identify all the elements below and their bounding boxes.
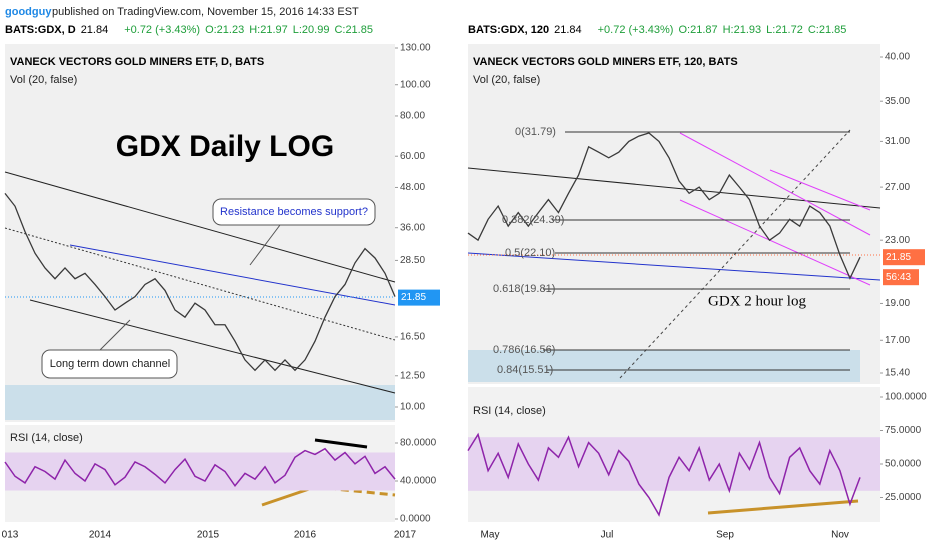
rsi-band bbox=[5, 452, 395, 491]
y-tick-label: 27.00 bbox=[885, 182, 910, 193]
legend-symbol: BATS:GDX, 120 bbox=[468, 24, 549, 36]
volume-area bbox=[5, 385, 395, 420]
pane-title: VANECK VECTORS GOLD MINERS ETF, 120, BAT… bbox=[473, 56, 738, 68]
callout-line bbox=[99, 319, 131, 351]
fib-label: 0.618(19.81) bbox=[493, 283, 555, 295]
y-tick-label: 100.00 bbox=[400, 79, 431, 90]
legend-high: H:21.93 bbox=[723, 24, 762, 36]
y-tick-label: 10.00 bbox=[400, 402, 425, 413]
legend-change: +0.72 (+3.43%) bbox=[124, 24, 200, 36]
rsi-tick-label: 100.0000 bbox=[885, 392, 927, 403]
channel bbox=[769, 169, 871, 211]
fib-label: 0.84(15.51) bbox=[497, 364, 553, 376]
y-tick-label: 80.00 bbox=[400, 111, 425, 122]
y-tick-label: 23.00 bbox=[885, 235, 910, 246]
rsi-support bbox=[707, 499, 859, 515]
fib-label: 0.382(24.39) bbox=[502, 214, 564, 226]
channel-top bbox=[4, 171, 396, 283]
legend-open: O:21.23 bbox=[205, 24, 244, 36]
x-tick-label: 2016 bbox=[294, 530, 317, 541]
publish-note: published on TradingView.com, November 1… bbox=[52, 6, 359, 18]
x-tick-label: 2014 bbox=[89, 530, 112, 541]
x-tick-label: Nov bbox=[831, 530, 849, 541]
price-line bbox=[4, 193, 396, 372]
legend-change: +0.72 (+3.43%) bbox=[598, 24, 674, 36]
legend-close: C:21.85 bbox=[334, 24, 373, 36]
volume-label: Vol (20, false) bbox=[473, 74, 540, 86]
legend-low: L:20.99 bbox=[293, 24, 330, 36]
channel bbox=[679, 132, 871, 236]
author[interactable]: goodguy bbox=[5, 6, 52, 18]
rsi-tick-label: 80.0000 bbox=[400, 438, 437, 449]
rsi-tick-label: 50.0000 bbox=[885, 459, 922, 470]
last-price-label: 21.85 bbox=[401, 292, 426, 303]
rsi-line bbox=[4, 447, 396, 487]
countdown-box bbox=[883, 269, 919, 286]
y-tick-label: 31.00 bbox=[885, 136, 910, 147]
y-tick-label: 48.00 bbox=[400, 182, 425, 193]
last-price-box bbox=[398, 289, 440, 306]
legend-open: O:21.87 bbox=[678, 24, 717, 36]
rsi-title: RSI (14, close) bbox=[473, 405, 546, 417]
trend-line bbox=[467, 167, 881, 209]
x-tick-label: 013 bbox=[2, 530, 19, 541]
last-price-label: 21.85 bbox=[886, 252, 911, 263]
resistance-line bbox=[69, 244, 396, 306]
countdown: 56:43 bbox=[886, 272, 911, 283]
diagonal bbox=[619, 129, 851, 379]
rsi-tick-label: 75.0000 bbox=[885, 425, 922, 436]
annotation: Resistance becomes support? bbox=[220, 206, 368, 218]
y-tick-label: 130.00 bbox=[400, 43, 431, 54]
volume-label: Vol (20, false) bbox=[10, 74, 77, 86]
legend-low: L:21.72 bbox=[766, 24, 803, 36]
left-axis bbox=[395, 44, 465, 522]
y-tick-label: 36.00 bbox=[400, 222, 425, 233]
annotation: GDX 2 hour log bbox=[708, 293, 806, 309]
y-tick-label: 15.40 bbox=[885, 368, 910, 379]
y-tick-label: 28.50 bbox=[400, 255, 425, 266]
fib-label: 0.786(16.56) bbox=[493, 344, 555, 356]
channel-bottom bbox=[29, 299, 396, 394]
rsi-tick-label: 0.0000 bbox=[400, 514, 431, 525]
rsi-tick-label: 40.0000 bbox=[400, 476, 437, 487]
rsi-divergence bbox=[314, 438, 368, 449]
rsi-title: RSI (14, close) bbox=[10, 432, 83, 444]
legend-last: 21.84 bbox=[554, 24, 582, 36]
price-line bbox=[467, 132, 861, 280]
callout-line bbox=[249, 224, 281, 266]
rsi-tick-label: 25.0000 bbox=[885, 492, 922, 503]
rsi-band bbox=[468, 437, 880, 491]
legend-symbol: BATS:GDX, D bbox=[5, 24, 76, 36]
annotation: GDX Daily LOG bbox=[116, 130, 334, 163]
volume-area bbox=[468, 350, 860, 382]
x-tick-label: Jul bbox=[601, 530, 614, 541]
legend-close: C:21.85 bbox=[808, 24, 847, 36]
y-tick-label: 17.00 bbox=[885, 335, 910, 346]
y-tick-label: 35.00 bbox=[885, 96, 910, 107]
callout-box bbox=[212, 198, 376, 226]
x-tick-label: May bbox=[481, 530, 500, 541]
y-tick-label: 16.50 bbox=[400, 332, 425, 343]
x-tick-label: 2017 bbox=[394, 530, 417, 541]
callout-box bbox=[41, 349, 178, 379]
x-tick-label: Sep bbox=[716, 530, 734, 541]
legend-last: 21.84 bbox=[81, 24, 109, 36]
y-tick-label: 40.00 bbox=[885, 52, 910, 63]
pane-title: VANECK VECTORS GOLD MINERS ETF, D, BATS bbox=[10, 56, 264, 68]
annotation: Long term down channel bbox=[50, 358, 170, 370]
last-price-box bbox=[883, 249, 925, 266]
channel bbox=[679, 199, 871, 286]
fib-label: 0.5(22.10) bbox=[505, 247, 555, 259]
y-tick-label: 19.00 bbox=[885, 298, 910, 309]
y-tick-label: 60.00 bbox=[400, 151, 425, 162]
y-tick-label: 12.50 bbox=[400, 370, 425, 381]
legend-high: H:21.97 bbox=[249, 24, 288, 36]
fib-label: 0(31.79) bbox=[515, 126, 556, 138]
x-tick-label: 2015 bbox=[197, 530, 220, 541]
rsi-line bbox=[467, 432, 861, 517]
trend-line bbox=[467, 252, 881, 281]
